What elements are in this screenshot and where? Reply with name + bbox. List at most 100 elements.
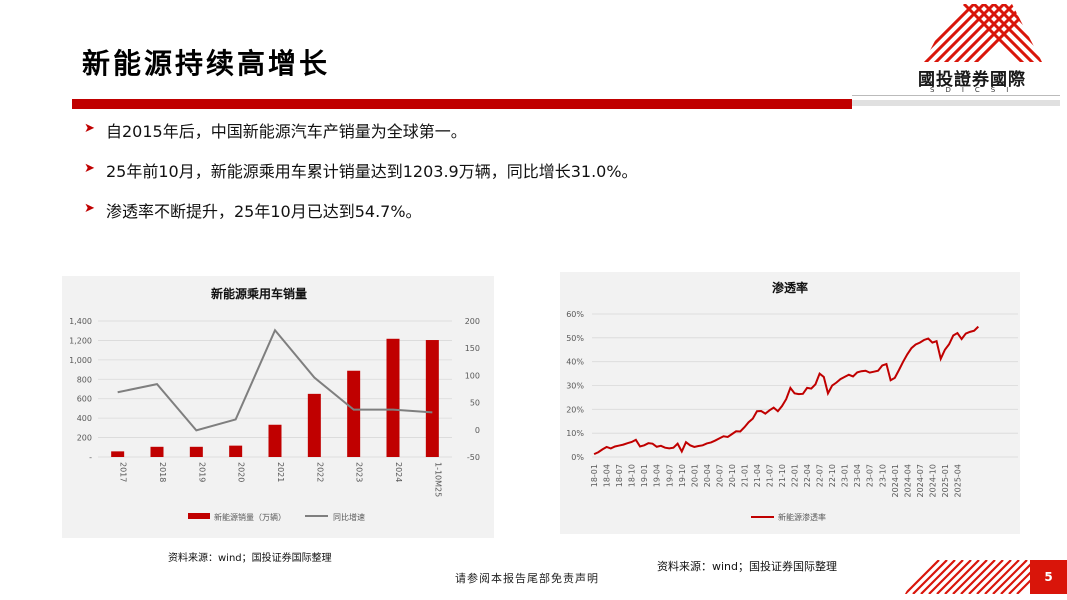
- x-tick-label: 21-04: [753, 464, 762, 487]
- x-tick-label: 22-10: [828, 464, 837, 487]
- arrow-icon: ➤: [84, 201, 95, 216]
- footer-stripes-icon: [905, 560, 1030, 594]
- penetration-chart-panel: 渗透率 0% 10% 20% 30% 40% 50% 60% 18-01 18-04 18-07 18…: [560, 272, 1020, 534]
- header-gray-bar: [852, 95, 1060, 108]
- logo-name: 國投證券國際: [918, 70, 1026, 90]
- x-tick-label: 2024-10: [928, 464, 937, 497]
- x-tick-label: 2023: [355, 462, 364, 482]
- source-note-left: 资料来源：wind；国投证券国际整理: [168, 553, 332, 564]
- x-tick-label: 20-07: [715, 464, 724, 487]
- bullet-item: ➤ 25年前10月，新能源乘用车累计销量达到1203.9万辆，同比增长31.0%。: [84, 158, 638, 198]
- x-tick-label: 19-10: [678, 464, 687, 487]
- x-tick-label: 22-07: [816, 464, 825, 487]
- x-tick-label: 19-04: [653, 464, 662, 487]
- y-tick-label: 50%: [566, 334, 584, 343]
- bullet-text: 自2015年后，中国新能源汽车产销量为全球第一。: [106, 122, 467, 141]
- x-tick-label: 23-01: [841, 464, 850, 487]
- y-tick-label: 1,000: [69, 356, 92, 365]
- legend-label: 新能源渗透率: [778, 512, 826, 522]
- x-tick-label: 2024-04: [903, 464, 912, 497]
- y-tick-label: 1,400: [69, 317, 92, 326]
- y-tick-label: 20%: [566, 405, 584, 414]
- penetration-line: [593, 325, 980, 456]
- penetration-chart: 渗透率 0% 10% 20% 30% 40% 50% 60% 18-01 18-04 18-07 18…: [566, 280, 1018, 522]
- chart-title: 渗透率: [772, 280, 808, 295]
- page-number: 5: [1030, 560, 1067, 594]
- logo-subtitle: SDICSI: [930, 86, 1020, 94]
- bar: [111, 451, 125, 457]
- x-tick-label: 21-01: [740, 464, 749, 487]
- arrow-icon: ➤: [84, 121, 95, 136]
- x-tick-label: 2020: [237, 462, 246, 482]
- y-tick-label: -: [89, 453, 92, 462]
- y-tick-label: 30%: [566, 382, 584, 391]
- x-tick-label: 2025-04: [953, 464, 962, 497]
- y-tick-label: 400: [77, 414, 92, 423]
- y2-tick-label: 150: [465, 344, 480, 353]
- bullet-text: 渗透率不断提升，25年10月已达到54.7%。: [106, 202, 422, 221]
- x-tick-label: 22-04: [803, 464, 812, 487]
- y-tick-label: 60%: [566, 310, 584, 319]
- bar: [307, 393, 321, 457]
- bar: [229, 445, 243, 457]
- x-tick-label: 2019: [197, 462, 206, 482]
- bar: [189, 446, 203, 457]
- yoy-line: [117, 328, 433, 432]
- x-tick-label: 18-04: [603, 464, 612, 487]
- x-tick-label: 2018: [158, 462, 167, 482]
- bullet-item: ➤ 自2015年后，中国新能源汽车产销量为全球第一。: [84, 118, 638, 158]
- source-note-right: 资料来源：wind；国投证券国际整理: [657, 560, 838, 573]
- x-tick-label: 21-10: [778, 464, 787, 487]
- page-title: 新能源持续高增长: [82, 47, 331, 80]
- y2-tick-label: 0: [475, 426, 480, 435]
- x-tick-label: 20-01: [690, 464, 699, 487]
- bullet-list: ➤ 自2015年后，中国新能源汽车产销量为全球第一。 ➤ 25年前10月，新能源乘用…: [84, 118, 638, 238]
- x-tick-label: 19-01: [640, 464, 649, 487]
- x-tick-label: 2024-07: [916, 464, 925, 497]
- bar: [150, 446, 164, 457]
- x-tick-label: 20-04: [703, 464, 712, 487]
- legend-label: 新能源销量（万辆）: [214, 512, 286, 522]
- y-tick-label: 0%: [571, 453, 584, 462]
- header-red-bar: [72, 99, 852, 109]
- x-tick-label: 19-07: [665, 464, 674, 487]
- y-tick-label: 600: [77, 395, 92, 404]
- bar: [347, 370, 361, 457]
- company-logo: 國投證券國際 SDICSI: [900, 2, 1060, 94]
- y2-tick-label: 100: [465, 371, 480, 380]
- y-tick-label: 1,200: [69, 336, 92, 345]
- x-tick-label: 23-07: [866, 464, 875, 487]
- x-tick-label: 2025-01: [941, 464, 950, 497]
- x-tick-label: 2021: [276, 462, 285, 482]
- bullet-text: 25年前10月，新能源乘用车累计销量达到1203.9万辆，同比增长31.0%。: [106, 162, 638, 181]
- bar: [425, 340, 439, 457]
- x-tick-label: 18-07: [615, 464, 624, 487]
- x-tick-label: 2022: [315, 462, 324, 482]
- y-tick-label: 800: [77, 375, 92, 384]
- bullet-item: ➤ 渗透率不断提升，25年10月已达到54.7%。: [84, 198, 638, 238]
- chart-title: 新能源乘用车销量: [211, 286, 307, 301]
- x-tick-label: 1-10M25: [433, 462, 442, 497]
- bar: [268, 424, 282, 457]
- x-tick-label: 22-01: [791, 464, 800, 487]
- legend-swatch-bar: [188, 513, 210, 519]
- x-tick-label: 23-10: [878, 464, 887, 487]
- sales-chart: 新能源乘用车销量 - 200 400 600 800 1,000 1,200 1,400 -50 0…: [69, 286, 480, 522]
- x-tick-label: 20-10: [728, 464, 737, 487]
- sales-chart-panel: 新能源乘用车销量 - 200 400 600 800 1,000 1,200 1,400 -50 0…: [62, 276, 494, 538]
- bar: [386, 338, 400, 457]
- y-tick-label: 200: [77, 434, 92, 443]
- y2-tick-label: 200: [465, 317, 480, 326]
- logo-stripes-icon: [924, 4, 1042, 62]
- x-tick-label: 18-01: [590, 464, 599, 487]
- y2-tick-label: 50: [470, 399, 480, 408]
- y2-tick-label: -50: [467, 453, 480, 462]
- y-tick-label: 40%: [566, 358, 584, 367]
- x-tick-label: 21-07: [766, 464, 775, 487]
- disclaimer-note: 请参阅本报告尾部免责声明: [455, 572, 599, 585]
- legend-label: 同比增速: [333, 512, 365, 522]
- x-tick-label: 23-04: [853, 464, 862, 487]
- x-tick-label: 18-10: [628, 464, 637, 487]
- y-tick-label: 10%: [566, 429, 584, 438]
- x-tick-label: 2024-01: [891, 464, 900, 497]
